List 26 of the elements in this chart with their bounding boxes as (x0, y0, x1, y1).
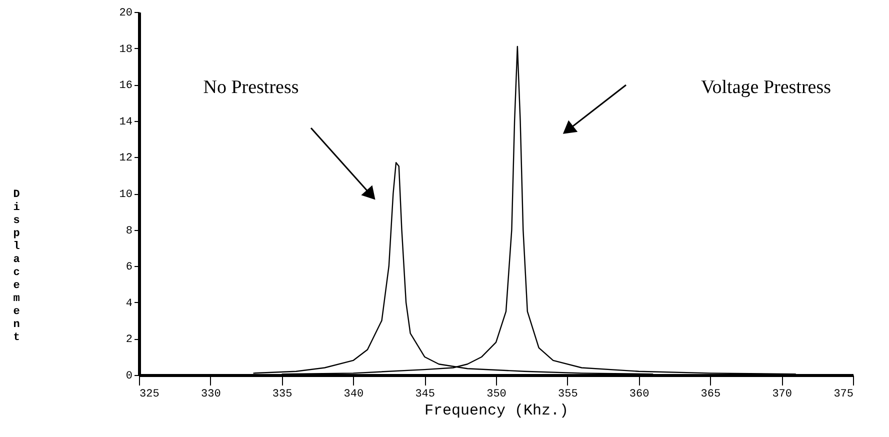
annotation: Voltage Prestress (701, 77, 831, 98)
x-tick-label: 360 (629, 388, 650, 400)
y-tick-label: 6 (126, 262, 132, 274)
x-tick-label: 370 (772, 388, 792, 400)
x-tick-label: 350 (486, 388, 506, 400)
x-tick-label: 345 (415, 388, 436, 400)
x-tick-label: 335 (272, 388, 292, 400)
y-tick-label: 4 (126, 298, 133, 310)
x-tick-label: 330 (200, 388, 221, 400)
y-tick-label: 18 (119, 44, 132, 56)
x-tick-label: 340 (344, 388, 364, 400)
y-tick-label: 20 (119, 8, 132, 20)
x-tick-label: 325 (140, 388, 160, 400)
y-tick-label: 12 (119, 152, 132, 165)
y-tick-label: 0 (126, 370, 132, 382)
y-tick-label: 16 (119, 80, 132, 92)
y-tick-label: 8 (126, 225, 132, 238)
y-tick-label: 2 (126, 334, 132, 346)
x-tick-label: 365 (700, 388, 721, 400)
y-tick-label: 14 (119, 116, 133, 128)
x-tick-label: 355 (558, 388, 578, 400)
annotation: No Prestress (203, 77, 299, 98)
y-tick-label: 10 (119, 189, 132, 201)
x-axis-title: Frequency (Khz.) (424, 402, 569, 420)
x-tick-label: 375 (834, 388, 854, 400)
text: Displacement (13, 189, 20, 344)
